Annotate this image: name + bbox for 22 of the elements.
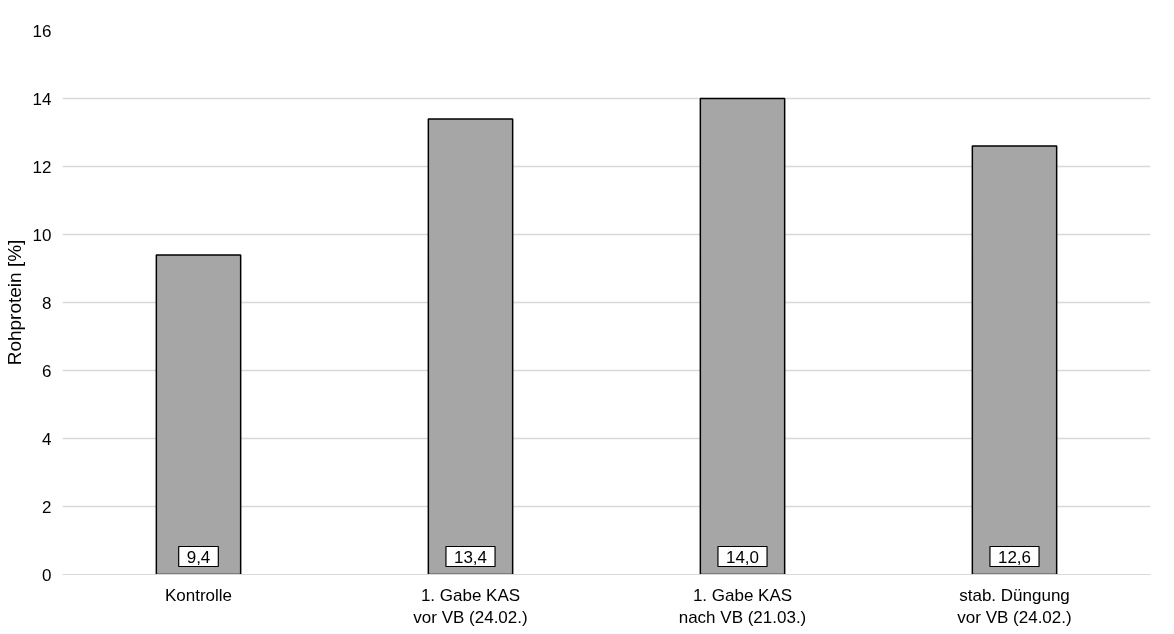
bar [699, 97, 786, 575]
y-tick-label: 6 [42, 361, 52, 381]
y-tick-label: 14 [32, 89, 52, 109]
x-tick-label: Kontrolle [164, 585, 233, 605]
y-tick-label: 16 [32, 21, 52, 41]
y-tick-label: 10 [32, 225, 52, 245]
data-label: 12,6 [997, 547, 1032, 567]
bar [155, 254, 242, 575]
y-tick-label: 12 [32, 157, 52, 177]
data-label: 13,4 [453, 547, 488, 567]
bar [971, 145, 1058, 575]
x-tick-label: 1. Gabe KAS vor VB (24.02.) [413, 585, 528, 628]
data-label: 9,4 [186, 547, 211, 567]
x-tick-label: stab. Düngung vor VB (24.02.) [957, 585, 1072, 628]
data-label: 14,0 [725, 547, 760, 567]
x-tick-label: 1. Gabe KAS nach VB (21.03.) [678, 585, 807, 628]
y-tick-label: 2 [42, 497, 52, 517]
y-tick-label: 0 [42, 565, 52, 585]
y-axis-title: Rohprotein [%] [3, 239, 25, 366]
y-tick-label: 8 [42, 293, 52, 313]
y-tick-label: 4 [42, 429, 52, 449]
bar [427, 118, 514, 575]
